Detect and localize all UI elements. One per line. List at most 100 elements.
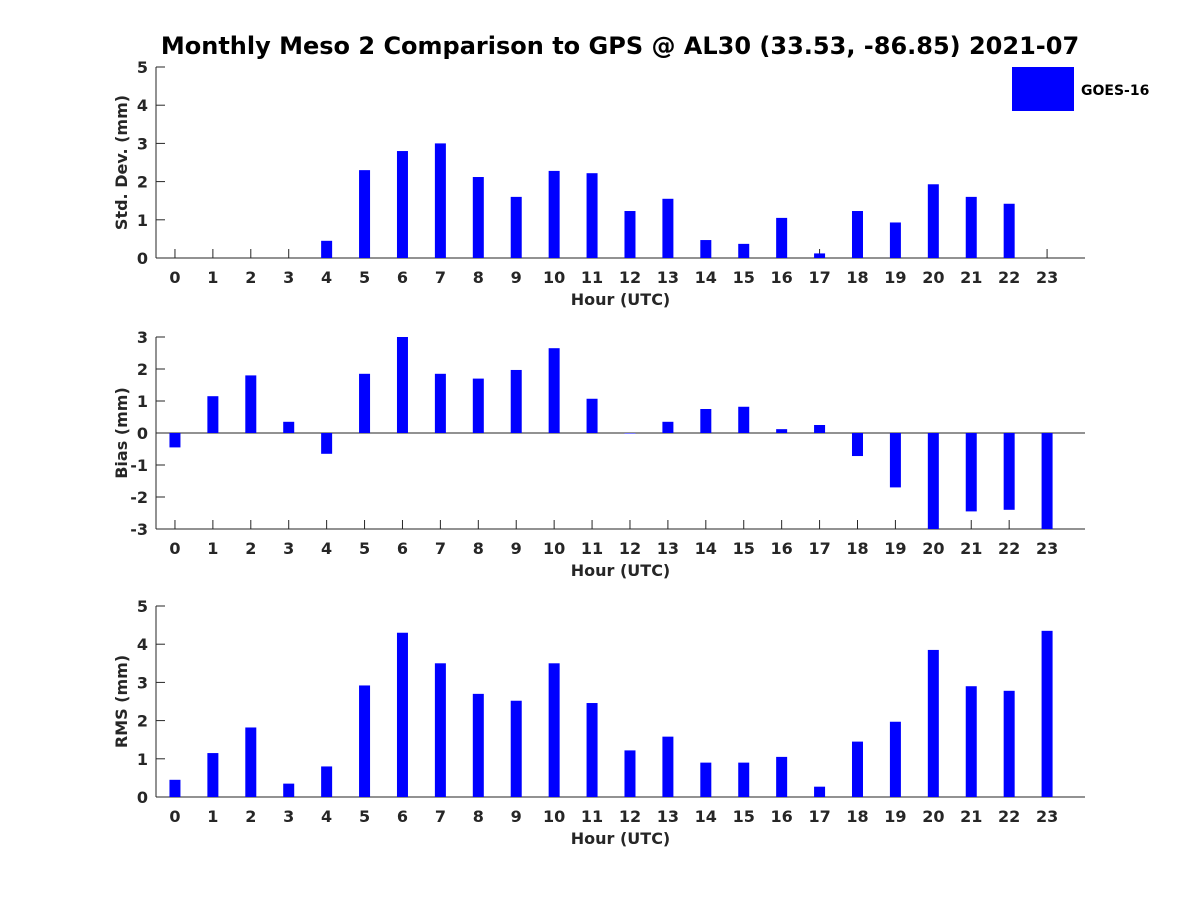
y-tick-label: 0 bbox=[137, 788, 148, 807]
x-tick-label: 1 bbox=[207, 807, 218, 826]
y-tick-label: 1 bbox=[137, 392, 148, 411]
bar bbox=[472, 378, 484, 433]
x-tick-label: 5 bbox=[359, 807, 370, 826]
bar bbox=[624, 211, 636, 258]
x-tick-label: 22 bbox=[998, 268, 1020, 287]
x-tick-label: 18 bbox=[846, 539, 868, 558]
bar bbox=[965, 686, 977, 797]
bar bbox=[510, 196, 522, 258]
x-tick-label: 16 bbox=[771, 539, 793, 558]
x-tick-label: 0 bbox=[169, 268, 180, 287]
x-tick-label: 21 bbox=[960, 539, 982, 558]
bar bbox=[1041, 433, 1053, 529]
x-tick-label: 5 bbox=[359, 268, 370, 287]
x-tick-label: 19 bbox=[884, 539, 906, 558]
x-tick-label: 12 bbox=[619, 539, 641, 558]
x-tick-label: 4 bbox=[321, 807, 332, 826]
y-tick-label: 4 bbox=[137, 635, 148, 654]
x-tick-label: 17 bbox=[808, 539, 830, 558]
y-tick-label: 2 bbox=[137, 173, 148, 192]
bar bbox=[472, 693, 484, 797]
bar bbox=[814, 425, 826, 433]
x-axis-label: Hour (UTC) bbox=[571, 290, 671, 309]
x-tick-label: 20 bbox=[922, 268, 944, 287]
bar bbox=[851, 211, 863, 258]
x-tick-label: 9 bbox=[511, 539, 522, 558]
x-tick-label: 20 bbox=[922, 539, 944, 558]
bar bbox=[927, 433, 939, 529]
x-tick-label: 1 bbox=[207, 268, 218, 287]
bar bbox=[889, 721, 901, 797]
x-tick-label: 15 bbox=[733, 539, 755, 558]
bar bbox=[245, 727, 257, 797]
y-axis-label: Std. Dev. (mm) bbox=[112, 95, 131, 230]
x-tick-label: 23 bbox=[1036, 268, 1058, 287]
bar bbox=[283, 783, 295, 797]
x-tick-label: 0 bbox=[169, 807, 180, 826]
bar bbox=[814, 786, 826, 797]
x-tick-label: 13 bbox=[657, 268, 679, 287]
legend: GOES-16 bbox=[1012, 67, 1149, 111]
x-tick-label: 11 bbox=[581, 807, 603, 826]
x-tick-label: 20 bbox=[922, 807, 944, 826]
x-tick-label: 23 bbox=[1036, 539, 1058, 558]
bar bbox=[207, 396, 219, 433]
y-tick-label: 3 bbox=[137, 328, 148, 347]
x-tick-label: 14 bbox=[695, 268, 717, 287]
bar bbox=[927, 649, 939, 797]
x-tick-label: 2 bbox=[245, 268, 256, 287]
x-tick-label: 19 bbox=[884, 807, 906, 826]
chart-title: Monthly Meso 2 Comparison to GPS @ AL30 … bbox=[161, 32, 1079, 60]
x-tick-label: 13 bbox=[657, 807, 679, 826]
x-tick-label: 12 bbox=[619, 807, 641, 826]
x-tick-label: 1 bbox=[207, 539, 218, 558]
x-tick-label: 11 bbox=[581, 268, 603, 287]
x-tick-label: 18 bbox=[846, 268, 868, 287]
x-tick-label: 18 bbox=[846, 807, 868, 826]
bar bbox=[396, 151, 408, 258]
bar bbox=[321, 240, 333, 258]
bar bbox=[700, 409, 712, 433]
x-tick-label: 17 bbox=[808, 268, 830, 287]
y-tick-label: 5 bbox=[137, 597, 148, 616]
bar bbox=[776, 217, 788, 258]
y-tick-label: 4 bbox=[137, 96, 148, 115]
y-tick-label: 1 bbox=[137, 750, 148, 769]
x-tick-label: 0 bbox=[169, 539, 180, 558]
bar bbox=[738, 243, 750, 258]
bar bbox=[965, 433, 977, 512]
bar bbox=[1003, 433, 1015, 510]
bar bbox=[472, 177, 484, 258]
bar bbox=[889, 222, 901, 258]
bar bbox=[434, 373, 446, 433]
x-tick-label: 7 bbox=[435, 268, 446, 287]
bar bbox=[814, 253, 826, 258]
bar bbox=[321, 766, 333, 797]
bar bbox=[700, 762, 712, 797]
bar bbox=[662, 736, 674, 797]
y-tick-label: 0 bbox=[137, 424, 148, 443]
bar bbox=[1003, 690, 1015, 797]
bar bbox=[624, 750, 636, 797]
x-tick-label: 17 bbox=[808, 807, 830, 826]
x-tick-label: 8 bbox=[473, 539, 484, 558]
x-tick-label: 12 bbox=[619, 268, 641, 287]
x-tick-label: 3 bbox=[283, 807, 294, 826]
bar bbox=[851, 433, 863, 457]
bar bbox=[965, 196, 977, 258]
x-tick-label: 6 bbox=[397, 268, 408, 287]
x-tick-label: 16 bbox=[771, 807, 793, 826]
bar bbox=[662, 421, 674, 433]
x-tick-label: 11 bbox=[581, 539, 603, 558]
x-tick-label: 16 bbox=[771, 268, 793, 287]
bar bbox=[359, 685, 371, 797]
y-tick-label: 3 bbox=[137, 134, 148, 153]
x-tick-label: 9 bbox=[511, 268, 522, 287]
y-tick-label: 2 bbox=[137, 360, 148, 379]
bar bbox=[586, 703, 598, 797]
x-tick-label: 6 bbox=[397, 539, 408, 558]
bar bbox=[359, 373, 371, 433]
bar bbox=[738, 406, 750, 433]
bar bbox=[624, 433, 636, 434]
y-axis-label: Bias (mm) bbox=[112, 387, 131, 479]
